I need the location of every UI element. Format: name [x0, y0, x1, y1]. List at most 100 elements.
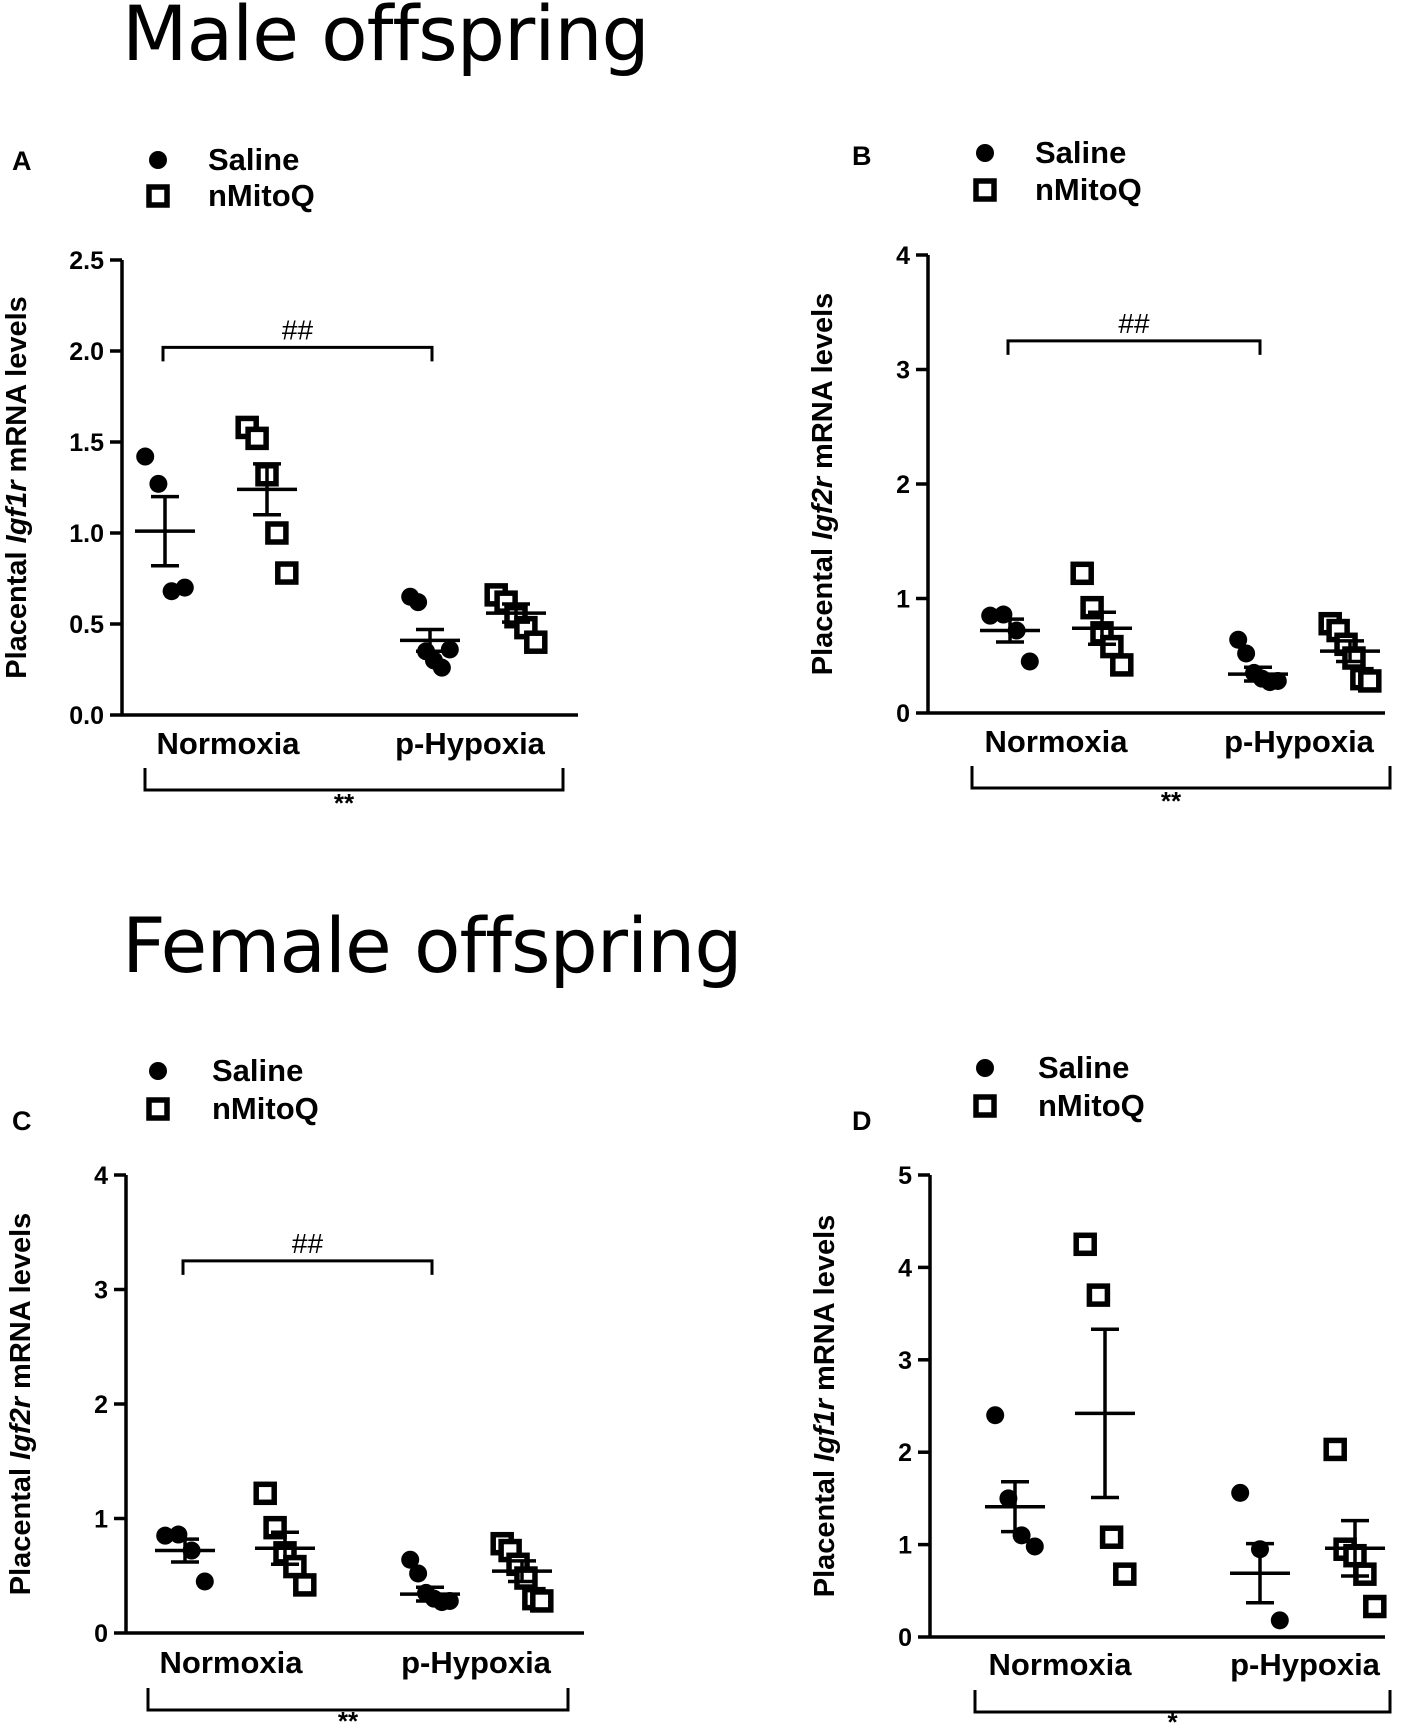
data-point-nmitoq	[524, 630, 548, 654]
data-point-nmitoq	[283, 1554, 307, 1579]
data-point-nmitoq	[293, 1573, 317, 1597]
legend-marker-saline	[976, 1059, 994, 1077]
data-point-nmitoq	[265, 521, 289, 545]
y-tick-label: 5	[898, 1162, 912, 1190]
data-point-nmitoq	[1110, 653, 1134, 677]
data-point-nmitoq	[1323, 1437, 1347, 1462]
y-tick-label: 2.5	[69, 247, 104, 275]
data-point-nmitoq	[530, 1589, 554, 1613]
y-tick-label: 3	[896, 357, 910, 385]
y-tick-label: 0	[896, 700, 910, 728]
data-point-nmitoq	[1086, 1283, 1111, 1307]
data-point-saline	[195, 1572, 214, 1591]
y-tick-label: 0.5	[69, 611, 104, 639]
y-tick-label: 0.0	[69, 702, 104, 730]
data-point-saline	[149, 474, 168, 493]
category-label-normoxia: Normoxia	[160, 1645, 304, 1680]
y-tick-label: 1.0	[69, 520, 104, 548]
category-label-normoxia: Normoxia	[985, 724, 1129, 759]
data-point-saline	[986, 1406, 1005, 1425]
significance-bracket-bottom	[143, 768, 565, 792]
y-axis-label: Placental Igf2r mRNA levels	[5, 1213, 37, 1596]
y-tick-label: 3	[898, 1347, 912, 1375]
legend-marker-nmitoq	[146, 1097, 170, 1121]
legend-marker-saline	[149, 151, 167, 169]
data-point-saline	[136, 447, 155, 466]
legend-marker-nmitoq	[973, 178, 997, 202]
y-tick-label: 1	[898, 1532, 912, 1560]
y-tick-label: 1	[94, 1506, 108, 1534]
data-point-saline	[156, 1526, 175, 1545]
data-point-saline	[1020, 652, 1039, 671]
legend-label-saline: Saline	[212, 1053, 303, 1088]
significance-star-label: **	[1161, 786, 1182, 816]
data-point-nmitoq	[1358, 669, 1382, 693]
data-point-nmitoq	[1070, 561, 1094, 586]
legend-label-nmitoq: nMitoQ	[1038, 1088, 1145, 1123]
data-point-saline	[1025, 1537, 1044, 1556]
legend-marker-nmitoq	[973, 1094, 997, 1118]
female-offspring-heading: Female offspring	[122, 901, 743, 990]
y-tick-label: 4	[898, 1254, 912, 1282]
significance-hash-label: ##	[282, 314, 314, 345]
significance-bracket-bottom	[973, 1690, 1392, 1714]
data-point-saline	[440, 640, 459, 659]
data-point-saline	[1268, 671, 1287, 690]
data-point-nmitoq	[1363, 1594, 1387, 1619]
legend-label-nmitoq: nMitoQ	[212, 1091, 319, 1126]
data-point-nmitoq	[245, 426, 269, 451]
category-label-p-hypoxia: p-Hypoxia	[395, 726, 546, 761]
category-label-p-hypoxia: p-Hypoxia	[1230, 1647, 1381, 1682]
y-tick-label: 0	[94, 1620, 108, 1648]
data-point-saline	[1231, 1483, 1250, 1502]
y-axis-label: Placental Igf2r mRNA levels	[807, 293, 839, 676]
panel-label: C	[12, 1106, 32, 1136]
y-tick-label: 2	[898, 1439, 912, 1467]
category-label-p-hypoxia: p-Hypoxia	[401, 1645, 552, 1680]
significance-bracket-top	[161, 345, 434, 362]
y-tick-label: 2.0	[69, 338, 104, 366]
data-point-nmitoq	[1100, 634, 1124, 659]
y-tick-label: 2	[896, 471, 910, 499]
panel-label: B	[852, 141, 872, 171]
data-point-saline	[409, 1564, 428, 1583]
data-point-nmitoq	[253, 1481, 277, 1506]
significance-hash-label: ##	[292, 1228, 324, 1259]
y-tick-label: 2	[94, 1391, 108, 1419]
y-tick-label: 3	[94, 1277, 108, 1305]
legend-label-nmitoq: nMitoQ	[1035, 172, 1142, 207]
data-point-saline	[409, 593, 428, 612]
data-point-nmitoq	[1113, 1562, 1137, 1586]
legend-marker-saline	[976, 144, 994, 162]
significance-hash-label: ##	[1118, 308, 1150, 339]
data-point-saline	[175, 578, 194, 597]
y-tick-label: 1.5	[69, 429, 104, 457]
legend-label-nmitoq: nMitoQ	[208, 178, 315, 213]
male-offspring-heading: Male offspring	[122, 0, 650, 78]
data-point-nmitoq	[275, 561, 299, 585]
data-point-saline	[1270, 1611, 1289, 1630]
panel-label: D	[852, 1106, 872, 1136]
legend-label-saline: Saline	[1038, 1050, 1129, 1085]
significance-bracket-bottom	[970, 766, 1392, 790]
significance-bracket-top	[181, 1259, 434, 1275]
significance-star-label: **	[334, 788, 355, 818]
y-tick-label: 0	[898, 1624, 912, 1652]
significance-star-label: **	[338, 1706, 359, 1731]
legend-label-saline: Saline	[1035, 135, 1126, 170]
category-label-normoxia: Normoxia	[989, 1647, 1133, 1682]
category-label-normoxia: Normoxia	[157, 726, 301, 761]
data-point-nmitoq	[1353, 1562, 1377, 1586]
y-tick-label: 4	[896, 242, 910, 270]
data-point-saline	[1229, 630, 1248, 649]
data-point-nmitoq	[1073, 1232, 1097, 1257]
data-point-saline	[401, 1550, 420, 1569]
data-point-saline	[981, 606, 1000, 625]
data-point-saline	[440, 1591, 459, 1610]
category-label-p-hypoxia: p-Hypoxia	[1224, 724, 1375, 759]
